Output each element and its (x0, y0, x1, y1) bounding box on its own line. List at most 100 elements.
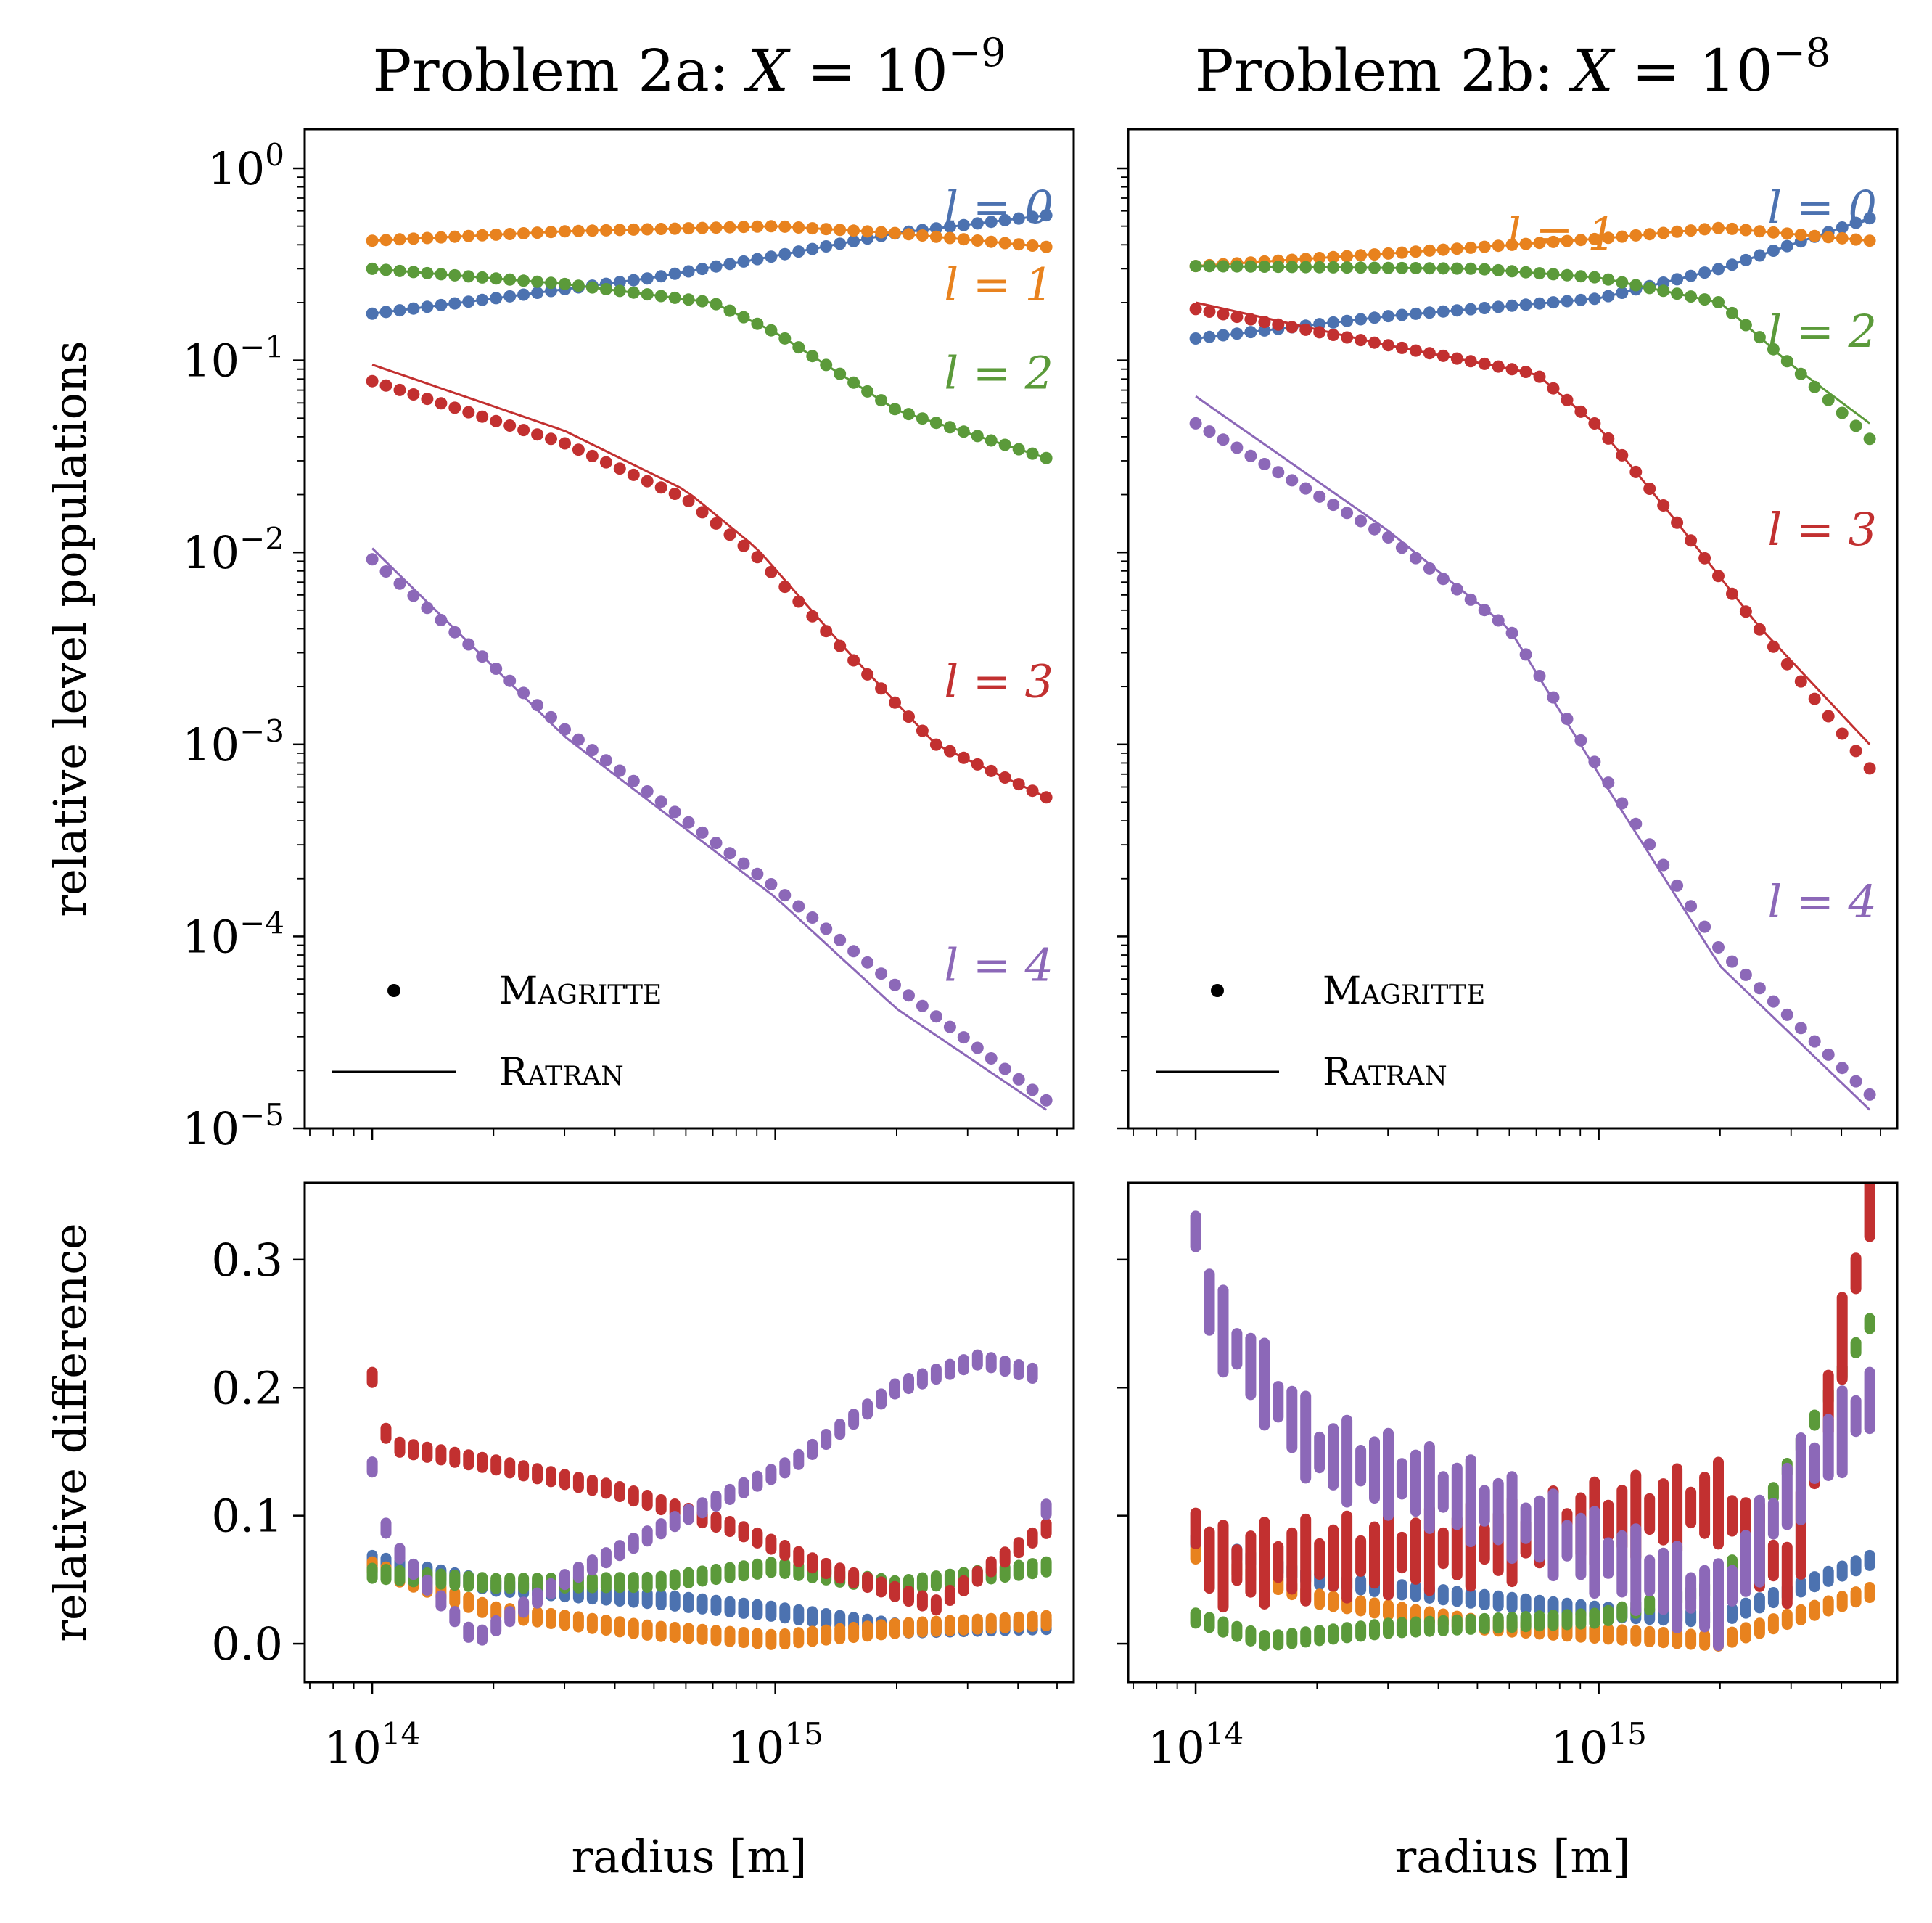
magritte-point (503, 419, 517, 432)
magritte-point (1863, 762, 1876, 775)
magritte-point (792, 341, 805, 354)
magritte-point (1189, 417, 1202, 430)
magritte-point (1726, 222, 1738, 235)
y-axis (1117, 1258, 1128, 1645)
magritte-point (1863, 212, 1876, 225)
magritte-point (503, 674, 517, 687)
magritte-point (1217, 433, 1230, 446)
magritte-point (1602, 432, 1615, 445)
level-label: l = 4 (944, 938, 1053, 991)
magritte-point (531, 428, 544, 441)
magritte-point (654, 481, 667, 494)
magritte-point (668, 222, 681, 235)
magritte-point (943, 745, 956, 758)
magritte-point (1547, 296, 1560, 309)
magritte-point (1836, 221, 1849, 234)
magritte-point (585, 449, 599, 462)
magritte-point (1409, 344, 1422, 357)
magritte-point (1423, 306, 1436, 319)
magritte-point (1685, 269, 1698, 282)
magritte-point (1602, 273, 1615, 286)
magritte-point (1602, 290, 1615, 303)
magritte-point (531, 226, 544, 239)
magritte-point (723, 258, 736, 271)
magritte-point (627, 223, 640, 236)
panel-title: Problem 2a: X = 10−9 (373, 30, 1006, 104)
magritte-point (572, 733, 585, 746)
y-tick-label: 10−4 (182, 905, 284, 963)
level-label: l = 4 (1767, 875, 1877, 928)
magritte-point (448, 401, 461, 414)
magritte-point (682, 265, 695, 278)
magritte-point (1244, 326, 1257, 339)
magritte-point (1629, 279, 1643, 292)
magritte-point (1327, 499, 1340, 512)
magritte-point (1478, 604, 1491, 617)
magritte-point (1753, 249, 1766, 262)
y-tick-label-exponent: −3 (239, 713, 284, 749)
magritte-point (585, 744, 599, 757)
magritte-point (1355, 313, 1368, 326)
magritte-point (613, 284, 626, 298)
magritte-point (476, 229, 489, 242)
magritte-point (1561, 393, 1574, 406)
magritte-point (476, 650, 489, 663)
y-tick-label: 10−5 (182, 1097, 284, 1155)
magritte-point (1657, 858, 1670, 872)
magritte-point (1478, 240, 1491, 253)
series-l1 (366, 1556, 1052, 1650)
magritte-point (889, 226, 901, 239)
magritte-point (503, 290, 517, 303)
magritte-point (1643, 282, 1656, 295)
magritte-point (1012, 443, 1025, 456)
legend-label: Magritte (499, 969, 662, 1013)
magritte-point (957, 425, 970, 438)
magritte-point (710, 221, 723, 234)
magritte-point (1712, 296, 1725, 308)
magritte-point (1450, 304, 1463, 317)
magritte-point (1327, 261, 1340, 274)
magritte-point (1368, 261, 1381, 274)
magritte-point (1341, 314, 1354, 327)
magritte-point (1505, 238, 1518, 251)
y-tick-label-exponent: −5 (239, 1097, 284, 1133)
magritte-point (1382, 261, 1394, 274)
magritte-point (861, 225, 874, 238)
magritte-point (998, 771, 1011, 784)
magritte-point (1780, 657, 1793, 671)
magritte-point (1395, 341, 1408, 354)
level-label: l = 0 (944, 181, 1053, 234)
magritte-point (641, 272, 654, 285)
magritte-point (1753, 225, 1766, 238)
magritte-point (1409, 245, 1422, 258)
x-tick-label: 1014 (1148, 1716, 1244, 1774)
magritte-point (737, 221, 750, 234)
magritte-point (1313, 490, 1326, 503)
magritte-point (834, 237, 847, 250)
magritte-point (806, 242, 819, 255)
magritte-point (490, 663, 503, 675)
magritte-point (971, 430, 984, 443)
legend-label: Ratran (499, 1051, 624, 1094)
x-tick-label: 1015 (727, 1716, 823, 1774)
magritte-point (1230, 441, 1244, 454)
series-l2 (1189, 260, 1876, 446)
magritte-point (1767, 245, 1780, 257)
magritte-point (1836, 1062, 1849, 1075)
magritte-point (847, 224, 860, 237)
y-tick-label-base: 10 (182, 718, 239, 771)
magritte-point (1767, 343, 1780, 356)
magritte-point (1395, 308, 1408, 321)
magritte-point (1505, 265, 1518, 278)
title-exponent: −9 (948, 30, 1006, 75)
magritte-point (1519, 266, 1532, 279)
title-variable: X (743, 37, 791, 104)
magritte-point (1739, 224, 1752, 237)
magritte-point (1519, 366, 1532, 378)
magritte-point (792, 595, 805, 608)
magritte-point (1286, 474, 1299, 487)
magritte-point (1464, 355, 1477, 368)
magritte-point (585, 281, 599, 294)
x-axis (1133, 1128, 1881, 1140)
magritte-point (1780, 227, 1793, 240)
